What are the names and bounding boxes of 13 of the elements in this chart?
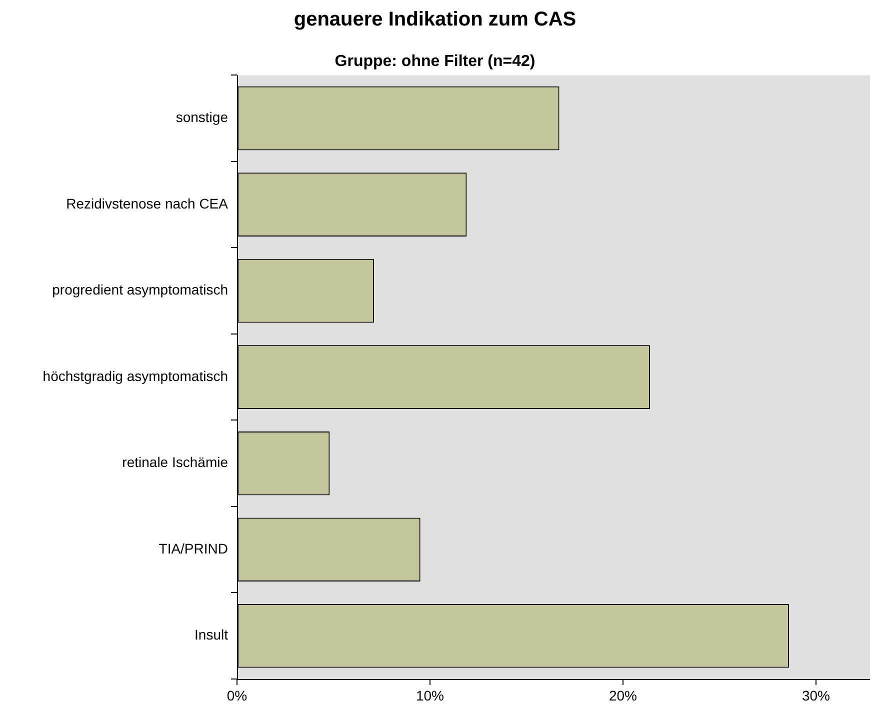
chart-title: genauere Indikation zum CAS: [294, 8, 576, 31]
x-tick-label: 0%: [226, 687, 248, 704]
y-tick-label: höchstgradig asymptomatisch: [42, 368, 228, 384]
chart-subtitle: Gruppe: ohne Filter (n=42): [334, 53, 536, 70]
y-tick-label: Rezidivstenose nach CEA: [66, 195, 229, 212]
x-tick-label: 20%: [608, 687, 637, 704]
y-tick-label: retinale Ischämie: [122, 454, 228, 470]
y-tick-label: Insult: [194, 626, 228, 643]
y-tick-label: TIA/PRIND: [158, 540, 228, 556]
x-tick-label: 30%: [802, 687, 830, 704]
y-tick-label: sonstige: [176, 109, 228, 126]
y-tick-label: progredient asymptomatisch: [52, 282, 228, 298]
x-tick-label: 10%: [416, 687, 444, 704]
